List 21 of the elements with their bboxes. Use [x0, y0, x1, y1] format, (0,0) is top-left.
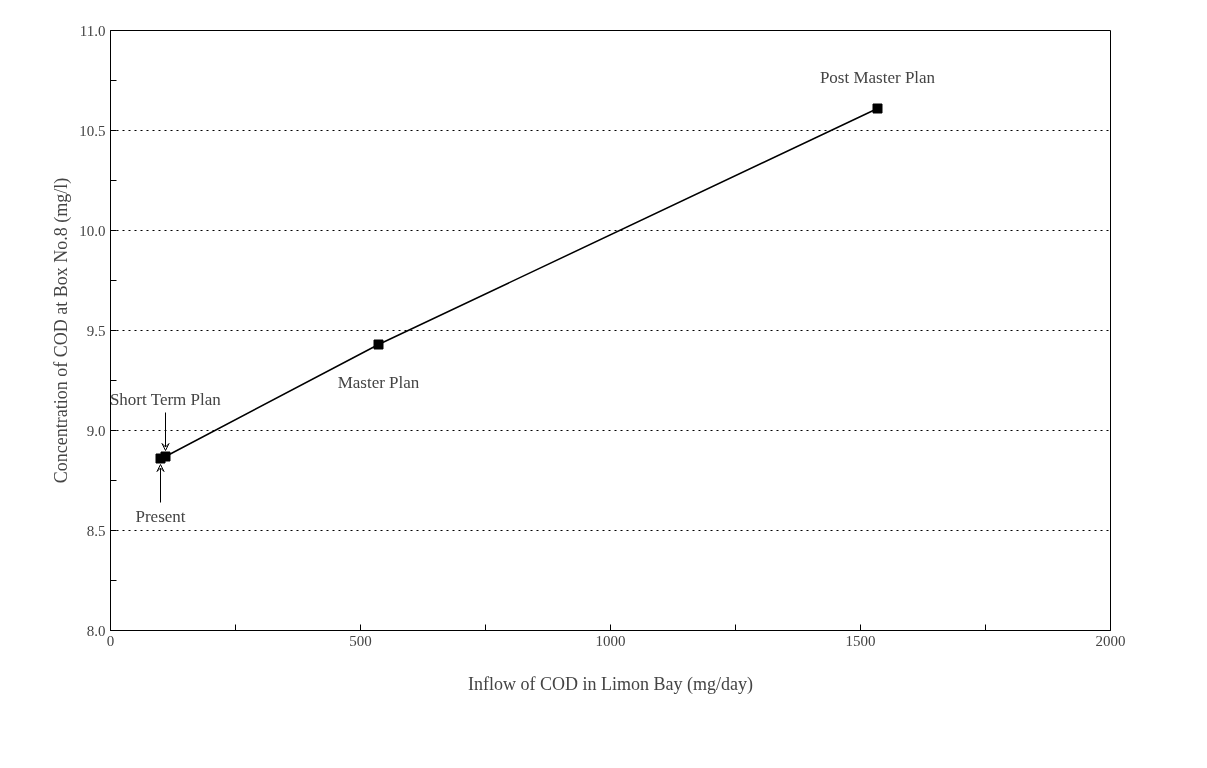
- point: [373, 339, 384, 350]
- annotation: Present: [135, 506, 186, 526]
- y-tick-label: 8.0: [86, 622, 106, 639]
- x-tick-label: 2000: [1095, 632, 1126, 649]
- y-axis-title: Concentration of COD at Box No.8 (mg/l): [51, 177, 73, 484]
- point: [160, 451, 171, 462]
- annotation: Post Master Plan: [819, 67, 936, 87]
- y-tick-label: 8.5: [86, 522, 106, 539]
- y-tick-label: 10.5: [79, 122, 106, 139]
- x-tick-label: 0: [106, 632, 115, 649]
- x-tick-label: 1000: [595, 632, 626, 649]
- annotation: Short Term Plan: [109, 389, 222, 409]
- y-tick-label: 9.5: [86, 322, 106, 339]
- y-tick-label: 9.0: [86, 422, 106, 439]
- y-tick-label: 11.0: [79, 22, 106, 39]
- x-tick-label: 500: [349, 632, 372, 649]
- point: [872, 103, 883, 114]
- y-tick-label: 10.0: [79, 222, 106, 239]
- x-tick-label: 1500: [845, 632, 876, 649]
- annotation: Master Plan: [337, 372, 420, 392]
- x-axis-title: Inflow of COD in Limon Bay (mg/day): [468, 673, 753, 695]
